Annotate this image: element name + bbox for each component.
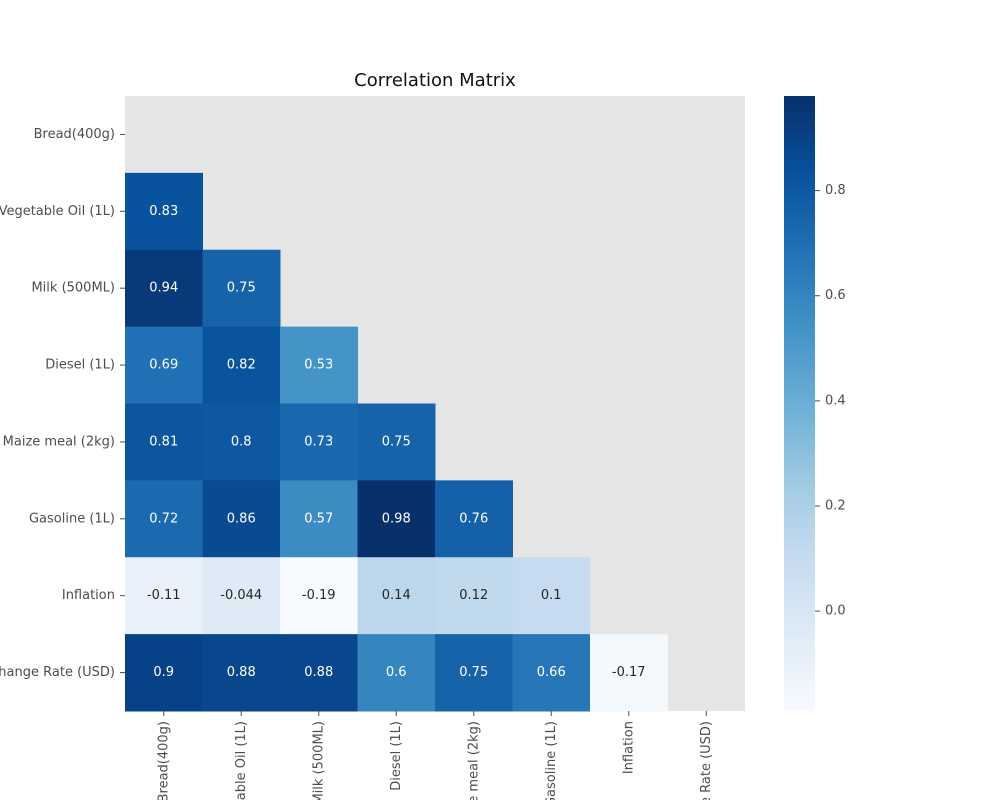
heatmap-cell xyxy=(202,403,281,481)
heatmap-cell xyxy=(125,249,203,328)
heatmap-cell xyxy=(125,634,203,712)
cell-label: -0.17 xyxy=(612,665,646,680)
cell-label: 0.72 xyxy=(149,511,178,526)
heatmap-cell xyxy=(590,634,668,712)
heatmap-cell xyxy=(357,480,436,558)
cell-label: 0.88 xyxy=(304,665,333,680)
heatmap-cell xyxy=(435,557,513,635)
x-tick-label: Maize meal (2kg) xyxy=(466,721,481,800)
y-tick-label: Inflation xyxy=(62,588,115,603)
cell-label: 0.94 xyxy=(149,281,178,296)
heatmap-cell xyxy=(125,403,203,481)
heatmap-cell xyxy=(357,403,436,481)
x-tick-label: Milk (500ML) xyxy=(311,721,326,800)
y-tick-label: Diesel (1L) xyxy=(45,358,115,373)
heatmap-cell xyxy=(125,326,203,404)
x-tick-label: Vegetable Oil (1L) xyxy=(234,721,249,800)
heatmap-cell xyxy=(280,403,358,481)
heatmap-cell xyxy=(280,480,358,558)
heatmap-cell xyxy=(512,634,591,712)
cell-label: 0.83 xyxy=(149,204,178,219)
colorbar-tick-label: 0.0 xyxy=(825,604,846,619)
cell-label: 0.14 xyxy=(382,588,411,603)
heatmap-cell xyxy=(357,634,436,712)
cell-label: 0.57 xyxy=(304,511,333,526)
cell-label: 0.98 xyxy=(382,511,411,526)
chart-title: Correlation Matrix xyxy=(354,70,516,91)
cell-label: 0.9 xyxy=(153,665,174,680)
y-tick-label: Bread(400g) xyxy=(34,127,115,142)
cell-label: 0.53 xyxy=(304,358,333,373)
cell-label: 0.81 xyxy=(149,434,178,449)
heatmap-cell xyxy=(202,249,281,328)
heatmap-cell xyxy=(202,326,281,404)
cell-label: 0.82 xyxy=(227,358,256,373)
y-tick-label: Milk (500ML) xyxy=(31,281,115,296)
x-tick-label: Diesel (1L) xyxy=(389,721,404,791)
cell-label: 0.69 xyxy=(149,358,178,373)
colorbar-tick-label: 0.4 xyxy=(825,393,846,408)
cell-label: 0.86 xyxy=(227,511,256,526)
heatmap-cell xyxy=(125,172,203,251)
x-tick-label: Exchange Rate (USD) xyxy=(699,721,714,800)
cell-label: -0.11 xyxy=(147,588,181,603)
colorbar-tick-label: 0.8 xyxy=(825,183,846,198)
cell-label: 0.76 xyxy=(459,511,488,526)
colorbar xyxy=(784,96,815,711)
heatmap-cell xyxy=(125,480,203,558)
colorbar-tick-label: 0.2 xyxy=(825,499,846,514)
cell-label: -0.044 xyxy=(220,588,262,603)
heatmap-cell xyxy=(357,557,436,635)
x-tick-label: Gasoline (1L) xyxy=(544,721,559,800)
y-tick-label: Vegetable Oil (1L) xyxy=(0,204,115,219)
cell-label: 0.12 xyxy=(459,588,488,603)
heatmap-cell xyxy=(280,326,358,404)
heatmap-cell xyxy=(435,634,513,712)
cell-label: 0.73 xyxy=(304,434,333,449)
cell-label: -0.19 xyxy=(302,588,336,603)
x-tick-label: Bread(400g) xyxy=(156,721,171,800)
heatmap-cell xyxy=(280,634,358,712)
cell-label: 0.6 xyxy=(386,665,407,680)
heatmap-cell xyxy=(435,480,513,558)
heatmap-cell xyxy=(512,557,591,635)
cell-label: 0.88 xyxy=(227,665,256,680)
cell-label: 0.8 xyxy=(231,434,252,449)
cell-label: 0.75 xyxy=(459,665,488,680)
heatmap-cell xyxy=(202,557,281,635)
y-tick-label: Gasoline (1L) xyxy=(29,511,115,526)
y-tick-label: Maize meal (2kg) xyxy=(3,434,115,449)
x-tick-label: Inflation xyxy=(621,721,636,774)
y-tick-label: Exchange Rate (USD) xyxy=(0,665,115,680)
cell-label: 0.75 xyxy=(227,281,256,296)
colorbar-tick-label: 0.6 xyxy=(825,288,846,303)
cell-label: 0.1 xyxy=(541,588,562,603)
heatmap-cell xyxy=(280,557,358,635)
heatmap-cell xyxy=(202,480,281,558)
cell-label: 0.75 xyxy=(382,434,411,449)
cell-label: 0.66 xyxy=(537,665,566,680)
heatmap-cell xyxy=(125,557,203,635)
heatmap-cell xyxy=(202,634,281,712)
